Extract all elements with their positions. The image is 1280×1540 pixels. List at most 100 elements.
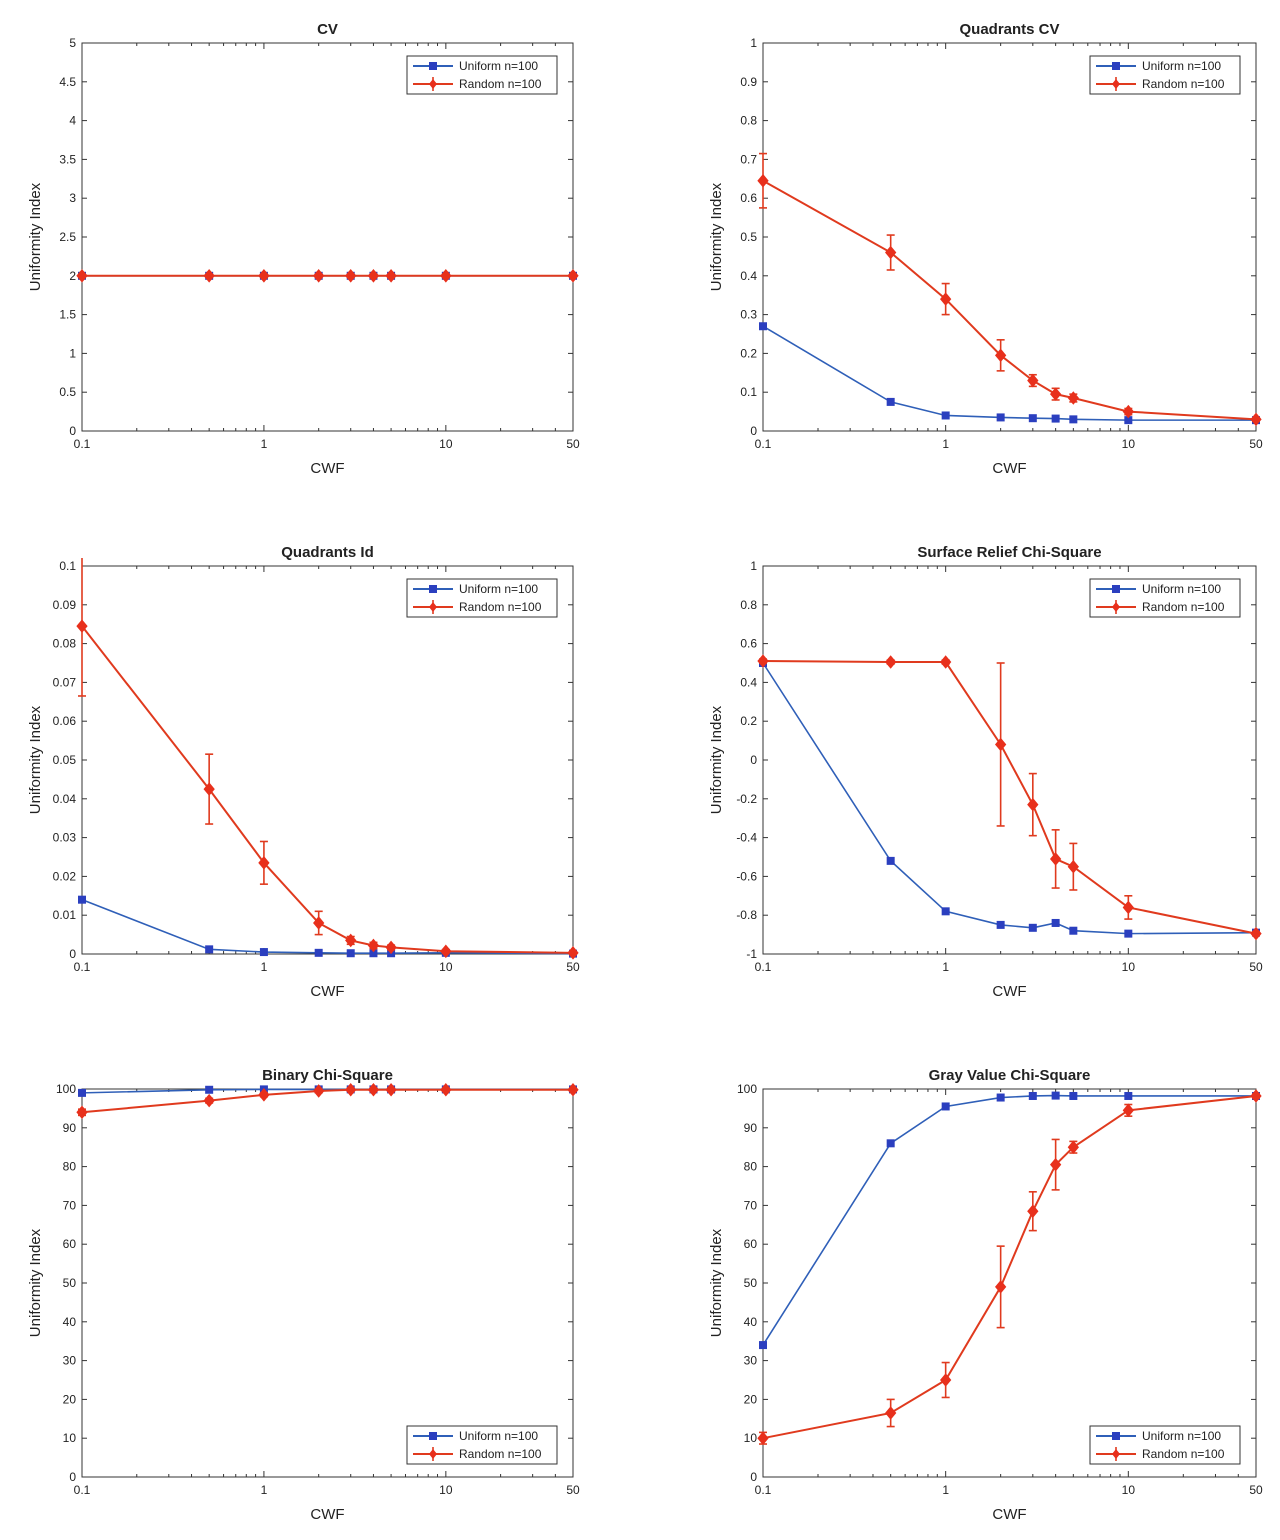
uniform-point (1124, 1091, 1133, 1100)
random-point (258, 269, 270, 283)
y-tick-label: 1 (69, 346, 76, 360)
uniform-point (1028, 1091, 1037, 1100)
uniform-point (1028, 923, 1037, 932)
random-point (76, 619, 88, 633)
y-tick-label: 0.1 (59, 559, 76, 573)
chart-title: Gray Value Chi-Square (929, 1067, 1091, 1084)
random-point (757, 1431, 769, 1445)
uniform-point (886, 397, 895, 406)
y-tick-label: 0.3 (740, 308, 757, 322)
legend: Uniform n=100 Random n=100 (406, 578, 558, 618)
x-tick-label: 10 (1122, 1483, 1136, 1497)
random-point (313, 1084, 325, 1098)
y-tick-label: 100 (56, 1082, 76, 1096)
random-point (1250, 1089, 1262, 1103)
uniform-point (941, 907, 950, 916)
y-tick-label: 0.07 (53, 675, 77, 689)
uniform-point (996, 920, 1005, 929)
y-tick-label: -0.6 (736, 869, 757, 883)
random-point (885, 245, 897, 260)
chart-panel-1: CV 0 0.5 1 1.5 2 2.5 3 3.5 4 4.5 5 0.1 1 10 50 CWF Unifor… (27, 21, 580, 477)
x-tick-label: 1 (942, 1483, 949, 1497)
legend-uniform-marker (1112, 1432, 1120, 1440)
y-tick-label: 0.04 (53, 792, 77, 806)
y-tick-label: 1 (750, 36, 757, 50)
y-tick-label: 0.7 (740, 152, 757, 166)
legend: Uniform n=100 Random n=100 (1089, 1425, 1241, 1465)
y-tick-label: 80 (63, 1160, 77, 1174)
legend-random-marker (429, 602, 437, 612)
x-axis-label: CWF (310, 1506, 344, 1523)
y-tick-label: 4.5 (59, 75, 76, 89)
y-axis-label: Uniformity Index (27, 1228, 44, 1337)
y-axis-label: Uniformity Index (708, 1228, 725, 1337)
uniform-point (78, 1088, 86, 1097)
uniform-point (369, 949, 378, 958)
axes-box (762, 1088, 1257, 1478)
uniform-point (886, 856, 895, 865)
random-point (757, 654, 769, 668)
random-point (385, 1082, 397, 1097)
y-tick-label: 0.06 (53, 714, 77, 728)
y-tick-label: 2 (69, 269, 76, 283)
legend-uniform-marker (429, 1432, 437, 1440)
y-tick-label: 0 (69, 424, 76, 438)
y-axis-label: Uniformity Index (27, 705, 44, 814)
y-tick-label: 1 (750, 559, 757, 573)
legend-random-marker (1112, 602, 1120, 612)
y-tick-label: 60 (744, 1237, 758, 1251)
legend-label: Random n=100 (459, 1447, 542, 1461)
legend-random-marker (429, 1449, 437, 1459)
chart-panel-5: Binary Chi-Square 0 10 20 30 40 50 60 70 80 90 100 0… (27, 1067, 580, 1523)
random-point (1122, 404, 1134, 419)
random-point (1049, 1157, 1062, 1172)
random-point (994, 1280, 1007, 1294)
legend-label: Random n=100 (459, 77, 542, 91)
random-point (345, 933, 357, 948)
x-tick-label: 50 (566, 437, 580, 451)
y-tick-label: 0.01 (53, 908, 77, 922)
legend-random-marker (1112, 1449, 1120, 1459)
random-point (885, 1406, 897, 1420)
chart-panel-4: Surface Relief Chi-Square -1 -0.8 -0.6 -0.4 -… (708, 544, 1263, 1000)
uniform-point (1051, 918, 1060, 927)
y-tick-label: 100 (737, 1082, 757, 1096)
y-tick-label: 60 (63, 1237, 77, 1251)
random-point (1067, 859, 1079, 874)
random-point (385, 269, 397, 283)
uniform-point (259, 948, 268, 957)
y-tick-label: 0.08 (53, 637, 77, 651)
y-tick-label: 3.5 (59, 152, 76, 166)
x-tick-label: 0.1 (755, 960, 772, 974)
uniform-point (78, 895, 86, 904)
x-tick-label: 0.1 (755, 1483, 772, 1497)
y-tick-label: 0.4 (740, 675, 757, 689)
x-tick-label: 0.1 (755, 437, 772, 451)
y-tick-label: 0.05 (53, 753, 77, 767)
y-tick-label: 0.5 (740, 230, 757, 244)
uniform-point (205, 945, 214, 954)
random-point (1250, 412, 1262, 427)
y-tick-label: 30 (744, 1354, 758, 1368)
x-tick-label: 10 (1122, 437, 1136, 451)
random-point (76, 269, 88, 283)
y-tick-label: 30 (63, 1354, 77, 1368)
uniform-point (1124, 416, 1133, 425)
x-tick-label: 10 (439, 960, 453, 974)
random-point (1067, 1140, 1079, 1154)
x-tick-label: 50 (566, 1483, 580, 1497)
x-tick-label: 1 (942, 960, 949, 974)
random-point (258, 856, 270, 870)
x-tick-label: 0.1 (74, 437, 91, 451)
y-tick-label: 0 (750, 753, 757, 767)
random-point (367, 1082, 380, 1097)
y-tick-label: 0.6 (740, 191, 757, 205)
y-axis-label: Uniformity Index (708, 182, 725, 291)
y-tick-label: 20 (63, 1392, 77, 1406)
y-tick-label: 20 (744, 1392, 758, 1406)
random-point (385, 940, 397, 955)
legend-uniform-marker (1112, 585, 1120, 593)
y-axis-label: Uniformity Index (708, 705, 725, 814)
random-point (367, 938, 380, 953)
random-series (76, 558, 579, 960)
